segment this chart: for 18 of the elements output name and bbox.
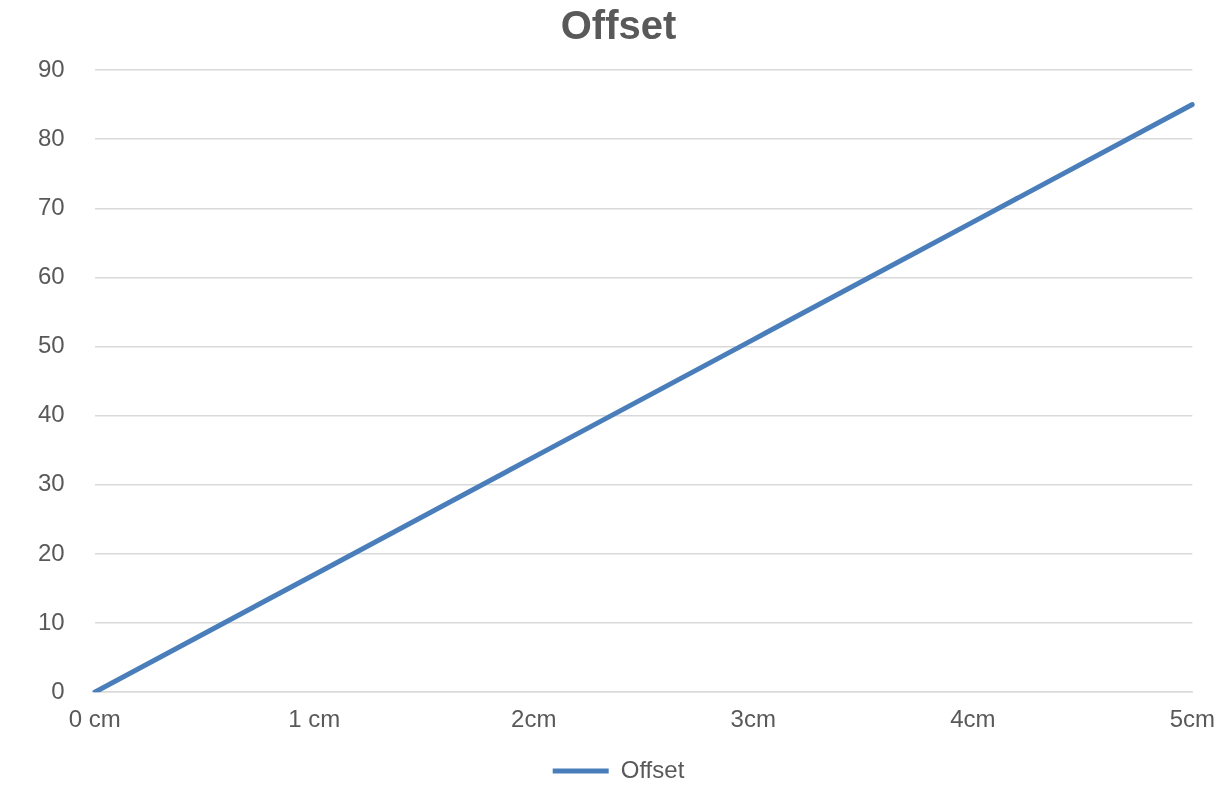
x-tick-label: 4cm	[950, 705, 996, 733]
y-tick-label: 80	[37, 123, 65, 151]
y-tick-label: 50	[37, 331, 65, 359]
y-tick-label: 60	[37, 262, 65, 290]
x-tick-label: 3cm	[730, 705, 776, 733]
x-tick-label: 2cm	[511, 705, 557, 733]
y-tick-label: 30	[37, 469, 65, 497]
x-tick-label: 5cm	[1169, 705, 1215, 733]
y-tick-label: 90	[37, 54, 65, 82]
y-tick-label: 70	[37, 192, 65, 220]
y-tick-label: 40	[37, 400, 65, 428]
y-tick-label: 10	[37, 607, 65, 635]
y-tick-label: 0	[51, 676, 65, 704]
legend-label: Offset	[620, 755, 685, 783]
x-tick-label: 1 cm	[288, 705, 341, 733]
chart-title: Offset	[560, 3, 677, 48]
y-tick-label: 20	[37, 538, 65, 566]
x-tick-label: 0 cm	[68, 705, 121, 733]
